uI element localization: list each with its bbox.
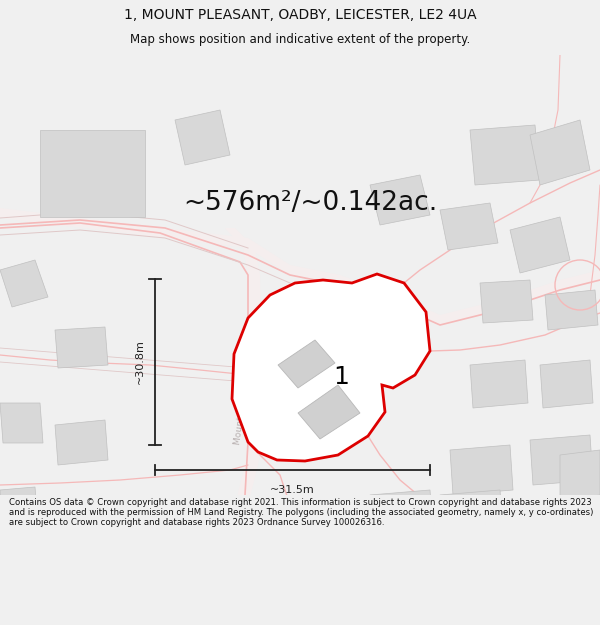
Polygon shape bbox=[55, 420, 108, 465]
Text: Map shows position and indicative extent of the property.: Map shows position and indicative extent… bbox=[130, 33, 470, 46]
Polygon shape bbox=[530, 120, 590, 185]
Polygon shape bbox=[545, 290, 598, 330]
Polygon shape bbox=[450, 445, 513, 495]
Text: Mount Pleasant: Mount Pleasant bbox=[233, 375, 251, 445]
Polygon shape bbox=[0, 260, 48, 307]
Polygon shape bbox=[470, 360, 528, 408]
Text: Contains OS data © Crown copyright and database right 2021. This information is : Contains OS data © Crown copyright and d… bbox=[9, 498, 593, 528]
Polygon shape bbox=[540, 360, 593, 408]
Text: 1: 1 bbox=[334, 364, 349, 389]
Polygon shape bbox=[470, 125, 540, 185]
Polygon shape bbox=[375, 290, 415, 335]
Polygon shape bbox=[0, 208, 600, 325]
Polygon shape bbox=[510, 217, 570, 273]
Polygon shape bbox=[530, 435, 593, 485]
Polygon shape bbox=[30, 515, 85, 560]
Polygon shape bbox=[0, 403, 43, 443]
Text: 1, MOUNT PLEASANT, OADBY, LEICESTER, LE2 4UA: 1, MOUNT PLEASANT, OADBY, LEICESTER, LE2… bbox=[124, 8, 476, 22]
Polygon shape bbox=[278, 340, 335, 388]
Polygon shape bbox=[440, 490, 503, 538]
Polygon shape bbox=[55, 327, 108, 368]
Text: ~31.5m: ~31.5m bbox=[270, 485, 315, 495]
Polygon shape bbox=[440, 203, 498, 250]
Polygon shape bbox=[370, 175, 430, 225]
Text: ~576m²/~0.142ac.: ~576m²/~0.142ac. bbox=[183, 190, 437, 216]
Polygon shape bbox=[232, 274, 430, 461]
Polygon shape bbox=[560, 450, 600, 500]
Text: ~30.8m: ~30.8m bbox=[135, 339, 145, 384]
Polygon shape bbox=[370, 490, 433, 538]
Polygon shape bbox=[480, 280, 533, 323]
Polygon shape bbox=[298, 385, 360, 439]
Polygon shape bbox=[175, 110, 230, 165]
Polygon shape bbox=[0, 487, 38, 528]
Polygon shape bbox=[40, 130, 145, 217]
Polygon shape bbox=[215, 228, 262, 625]
